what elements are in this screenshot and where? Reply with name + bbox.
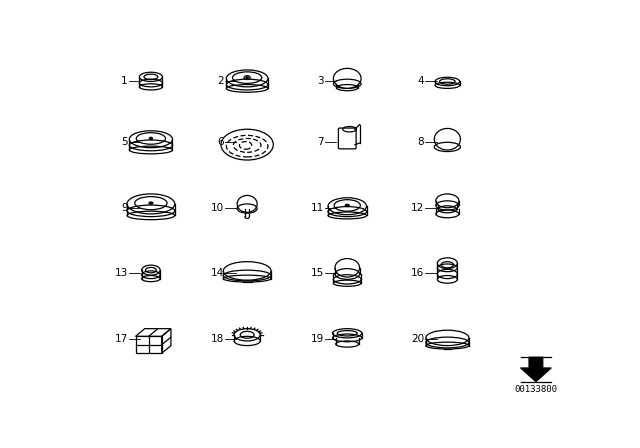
Text: 00133800: 00133800: [515, 385, 557, 394]
Text: 10: 10: [211, 203, 224, 213]
Text: 8: 8: [418, 137, 424, 147]
Text: 15: 15: [311, 268, 324, 278]
Text: 3: 3: [317, 76, 324, 86]
Text: 19: 19: [311, 334, 324, 344]
Text: 17: 17: [115, 334, 128, 344]
Ellipse shape: [149, 202, 153, 204]
Text: 13: 13: [115, 268, 128, 278]
Ellipse shape: [149, 137, 152, 140]
Text: 4: 4: [418, 76, 424, 86]
Text: 20: 20: [411, 334, 424, 344]
Text: 5: 5: [121, 137, 128, 147]
Text: 12: 12: [411, 203, 424, 213]
Ellipse shape: [346, 204, 349, 207]
Text: 6: 6: [218, 137, 224, 147]
Text: 18: 18: [211, 334, 224, 344]
Polygon shape: [520, 357, 551, 382]
Text: 14: 14: [211, 268, 224, 278]
Ellipse shape: [246, 77, 248, 78]
Text: 1: 1: [121, 76, 128, 86]
Text: 9: 9: [121, 203, 128, 213]
Text: 7: 7: [317, 137, 324, 147]
Text: 11: 11: [311, 203, 324, 213]
Text: 2: 2: [218, 76, 224, 86]
Text: 16: 16: [411, 268, 424, 278]
